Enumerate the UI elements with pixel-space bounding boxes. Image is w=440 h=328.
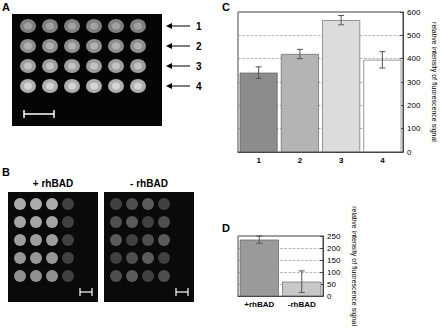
svg-text:relative intensity of fluoresc: relative intensity of fluorescence signa… xyxy=(350,206,358,326)
svg-text:+rhBAD: +rhBAD xyxy=(244,300,274,309)
svg-text:0: 0 xyxy=(407,148,412,157)
svg-text:600: 600 xyxy=(407,8,421,17)
svg-text:relative intensity of fluoresc: relative intensity of fluorescence signa… xyxy=(430,22,438,142)
svg-text:- rhBAD: - rhBAD xyxy=(130,178,168,189)
svg-text:100: 100 xyxy=(407,124,421,133)
svg-text:2: 2 xyxy=(196,41,202,52)
svg-text:50: 50 xyxy=(327,280,336,289)
svg-text:500: 500 xyxy=(407,31,421,40)
svg-text:200: 200 xyxy=(407,101,421,110)
svg-text:0: 0 xyxy=(327,292,332,301)
svg-text:300: 300 xyxy=(407,78,421,87)
svg-text:4: 4 xyxy=(196,81,202,92)
svg-text:400: 400 xyxy=(407,54,421,63)
svg-text:3: 3 xyxy=(196,61,202,72)
svg-text:200: 200 xyxy=(327,244,341,253)
svg-text:D: D xyxy=(222,222,230,234)
svg-text:1: 1 xyxy=(256,156,261,165)
svg-text:100: 100 xyxy=(327,268,341,277)
svg-text:C: C xyxy=(222,1,230,13)
svg-text:A: A xyxy=(2,1,10,13)
svg-text:3: 3 xyxy=(339,156,344,165)
svg-text:250: 250 xyxy=(327,232,341,241)
svg-text:-rhBAD: -rhBAD xyxy=(288,300,316,309)
svg-text:150: 150 xyxy=(327,256,341,265)
svg-text:2: 2 xyxy=(298,156,303,165)
svg-text:1: 1 xyxy=(196,21,202,32)
svg-text:4: 4 xyxy=(380,156,385,165)
svg-text:+ rhBAD: + rhBAD xyxy=(33,178,73,189)
svg-text:B: B xyxy=(2,166,10,178)
